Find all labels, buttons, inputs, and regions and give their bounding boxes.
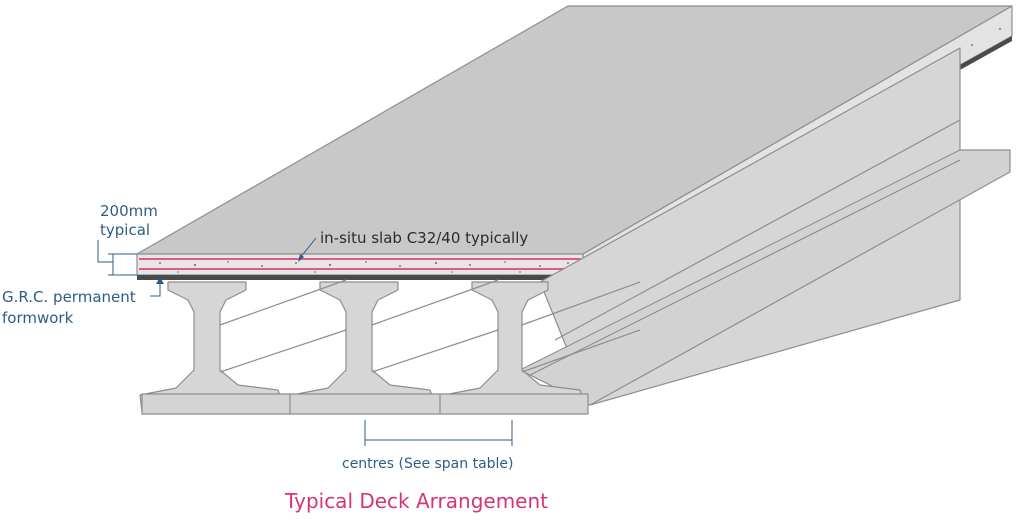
label-200mm: 200mm (100, 202, 158, 220)
leader-slab (298, 237, 317, 262)
beam-far-right (519, 47, 1011, 406)
dimension-200mm (97, 240, 137, 276)
label-centres: centres (See span table) (342, 456, 514, 472)
label-slab: in-situ slab C32/40 typically (320, 229, 528, 247)
label-formwork-line2: formwork (2, 309, 74, 327)
dimension-centres (364, 420, 513, 446)
beam-group (139, 47, 1011, 415)
aggregate-specks-front (159, 261, 569, 273)
diagram-title: Typical Deck Arrangement (284, 489, 548, 513)
label-typical: typical (100, 221, 150, 239)
bottom-flange-front (141, 393, 589, 415)
grc-formwork-strip (137, 275, 583, 280)
label-formwork-line1: G.R.C. permanent (2, 288, 136, 306)
leader-formwork (150, 277, 164, 297)
slab-front-face (136, 253, 584, 276)
